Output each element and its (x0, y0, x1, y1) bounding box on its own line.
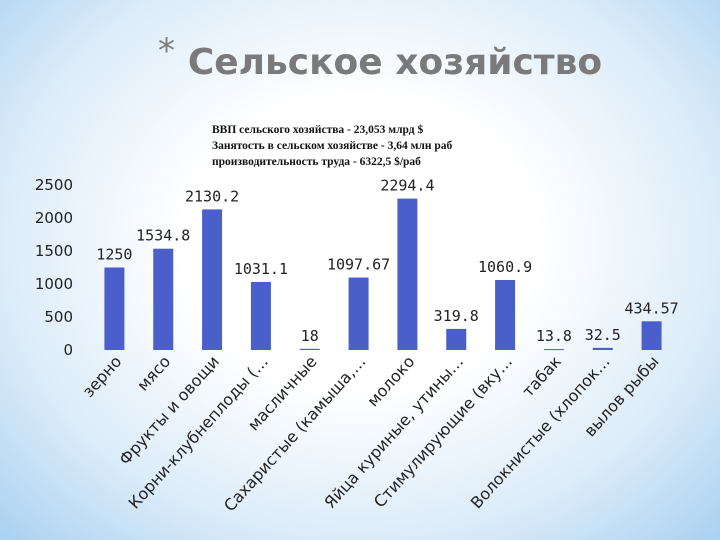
bar (104, 267, 125, 350)
y-tick-label: 0 (63, 341, 73, 359)
data-label: 2130.2 (185, 187, 239, 205)
data-label: 319.8 (434, 307, 479, 325)
annotation: производительность труда - 6322,5 $/раб (212, 155, 421, 168)
bar (250, 281, 271, 350)
bar (202, 209, 223, 350)
data-label: 1534.8 (136, 227, 190, 245)
y-tick-label: 2500 (35, 176, 73, 194)
data-label: 2294.4 (380, 177, 434, 195)
bar (495, 279, 516, 350)
y-tick-label: 500 (44, 308, 73, 326)
x-tick-label: мясо (133, 352, 174, 395)
bar (348, 277, 369, 350)
annotation: Занятость в сельском хозяйстве - 3,64 мл… (212, 140, 453, 152)
title-marker: * (158, 31, 175, 71)
bar (543, 349, 564, 351)
data-label: 434.57 (624, 299, 678, 317)
bar (397, 198, 418, 350)
data-label: 1060.9 (478, 258, 532, 276)
data-label: 1031.1 (234, 260, 288, 278)
y-tick-label: 1500 (35, 242, 73, 260)
bar (446, 328, 467, 350)
bar (299, 348, 320, 350)
data-label: 1250 (96, 246, 132, 264)
chart-title: Сельское хозяйство (188, 42, 602, 83)
y-tick-label: 2000 (35, 209, 73, 227)
data-label: 13.8 (536, 327, 572, 345)
bar (641, 321, 662, 350)
data-label: 32.5 (585, 326, 621, 344)
annotation: ВВП сельского хозяйства - 23,053 млрд $ (212, 123, 423, 136)
bar (153, 248, 174, 350)
y-tick-label: 1000 (35, 275, 73, 293)
x-tick-label: зерно (79, 352, 126, 401)
x-tick-label: табак (518, 352, 565, 401)
bar (592, 347, 613, 350)
data-label: 1097.67 (327, 256, 390, 274)
data-label: 18 (301, 327, 319, 345)
